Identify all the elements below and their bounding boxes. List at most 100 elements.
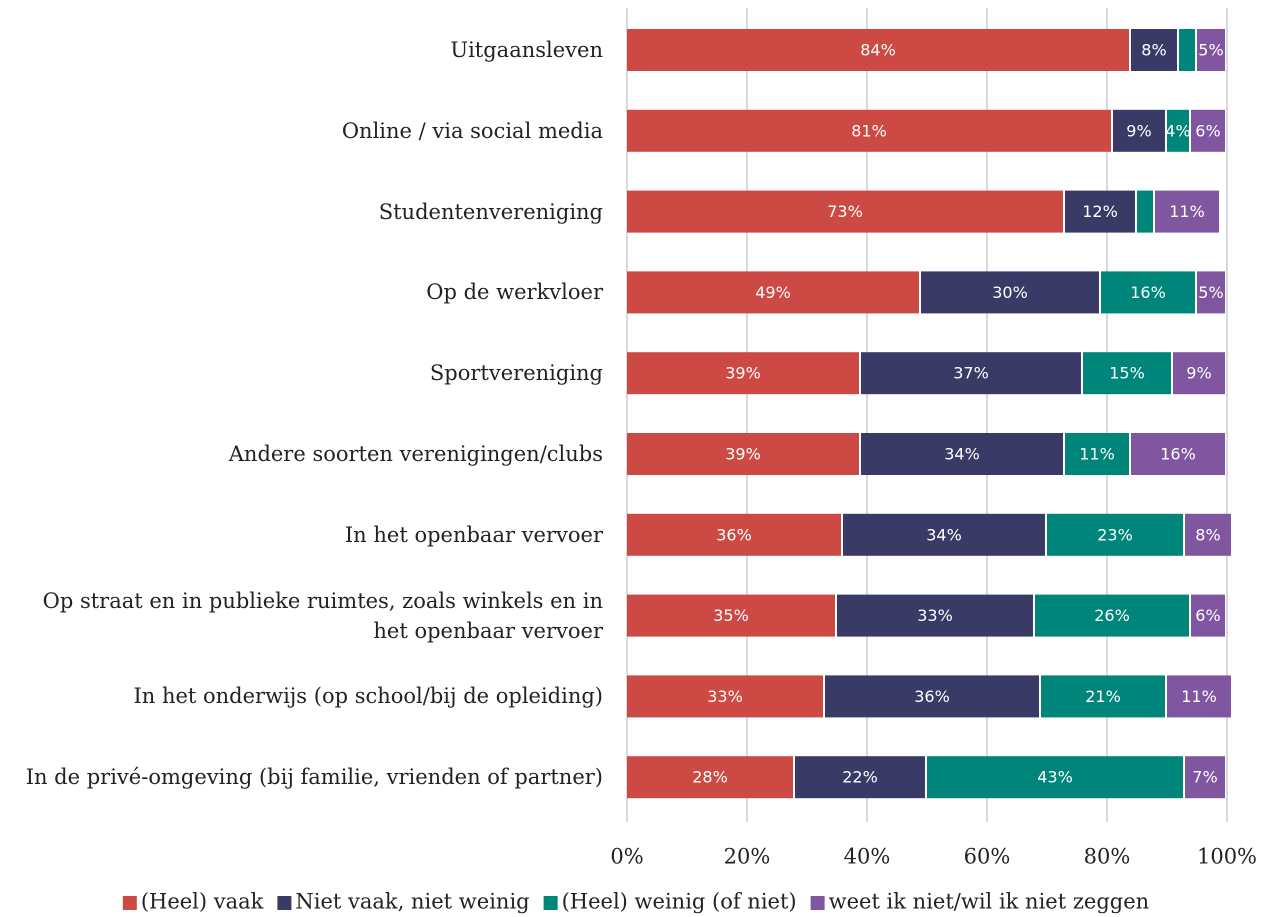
- data-label: 8%: [1195, 525, 1220, 544]
- category-label: Online / via social media: [341, 118, 603, 143]
- data-label: 11%: [1079, 445, 1115, 464]
- data-label: 37%: [953, 364, 989, 383]
- x-tick-label: 100%: [1197, 845, 1257, 869]
- data-label: 12%: [1082, 202, 1118, 221]
- data-label: 22%: [842, 768, 878, 787]
- category-label: Studentenvereniging: [378, 199, 603, 224]
- bar-segment: [627, 675, 823, 718]
- bar-segment: [1155, 190, 1219, 233]
- bar-segment: [1197, 29, 1225, 71]
- data-label: 5%: [1198, 283, 1223, 302]
- bar-segment: [927, 756, 1183, 799]
- bar-segment: [1113, 109, 1165, 152]
- legend-label: Niet vaak, niet weinig: [295, 890, 529, 914]
- bar-segment: [627, 594, 835, 637]
- bar-segment: [825, 675, 1039, 718]
- category-label: Andere soorten verenigingen/clubs: [228, 442, 603, 466]
- legend-label: (Heel) weinig (of niet): [562, 890, 797, 914]
- bar-segment: [627, 433, 859, 475]
- data-label: 84%: [860, 41, 896, 60]
- bar-segment: [627, 513, 841, 556]
- legend-label: (Heel) vaak: [141, 890, 264, 914]
- bar-segment: [1083, 352, 1171, 395]
- bar-segment: [843, 513, 1045, 556]
- category-label: Uitgaansleven: [450, 38, 603, 62]
- data-label: 34%: [926, 525, 962, 544]
- data-label: 39%: [725, 364, 761, 383]
- data-label: 49%: [755, 283, 791, 302]
- data-label: 4%: [1165, 121, 1190, 140]
- bar-segment: [1191, 594, 1225, 637]
- data-label: 28%: [692, 768, 728, 787]
- data-label: 39%: [725, 445, 761, 464]
- bar-segment: [1185, 513, 1231, 556]
- bar-segment: [1101, 271, 1195, 314]
- bar-segment: [1065, 190, 1135, 233]
- category-label: Op straat en in publieke ruimtes, zoals …: [42, 588, 603, 643]
- data-label: 26%: [1094, 606, 1130, 625]
- data-label: 15%: [1109, 364, 1145, 383]
- data-label: 11%: [1169, 202, 1205, 221]
- bar-segment: [627, 352, 859, 395]
- data-label: 8%: [1141, 41, 1166, 60]
- category-label: Op de werkvloer: [426, 280, 603, 305]
- bar-segment: [1179, 29, 1195, 71]
- bar-segment: [627, 271, 919, 314]
- x-tick-label: 60%: [964, 845, 1011, 869]
- data-label: 73%: [827, 202, 863, 221]
- bar-segment: [1173, 352, 1225, 395]
- data-label: 36%: [914, 687, 950, 706]
- bar-segment: [837, 594, 1033, 637]
- data-label: 34%: [944, 445, 980, 464]
- bar-segment: [1047, 513, 1183, 556]
- x-tick-label: 0%: [610, 845, 643, 869]
- data-label: 9%: [1186, 364, 1211, 383]
- legend-marker: [810, 896, 825, 910]
- bar-segment: [1185, 756, 1225, 799]
- bar-segment: [921, 271, 1099, 314]
- data-label: 43%: [1037, 768, 1073, 787]
- x-tick-label: 20%: [724, 845, 771, 869]
- legend: (Heel) vaak Niet vaak, niet weinig (Heel) …: [122, 890, 1150, 914]
- data-label: 7%: [1192, 768, 1217, 787]
- legend-marker: [122, 896, 137, 910]
- bar-segment: [1131, 29, 1177, 71]
- data-label: 33%: [917, 606, 953, 625]
- bar-segment: [627, 109, 1111, 152]
- category-label: Sportvereniging: [429, 361, 603, 386]
- bar-segment: [1065, 433, 1129, 475]
- bar-segment: [1197, 271, 1225, 314]
- category-label: In het openbaar vervoer: [344, 522, 603, 547]
- data-label: 35%: [713, 606, 749, 625]
- bar-segment: [1041, 675, 1165, 718]
- x-tick-label: 80%: [1084, 845, 1131, 869]
- bar-segment: [1137, 190, 1153, 233]
- data-label: 21%: [1085, 687, 1121, 706]
- bar-segment: [795, 756, 925, 799]
- data-label: 6%: [1195, 121, 1220, 140]
- x-tick-label: 40%: [844, 845, 891, 869]
- bar-segment: [1167, 675, 1231, 718]
- data-label: 16%: [1130, 283, 1166, 302]
- data-label: 81%: [851, 121, 887, 140]
- bar-segment: [861, 433, 1063, 475]
- category-label: In de privé-omgeving (bij familie, vrien…: [25, 765, 603, 790]
- bar-segment: [627, 756, 793, 799]
- data-label: 30%: [992, 283, 1028, 302]
- data-label: 23%: [1097, 525, 1133, 544]
- bar-segment: [1035, 594, 1189, 637]
- data-label: 33%: [707, 687, 743, 706]
- bar-segment: [861, 352, 1081, 395]
- legend-marker: [543, 896, 558, 910]
- category-label: In het onderwijs (op school/bij de oplei…: [133, 684, 603, 709]
- bar-segment: [1167, 109, 1189, 152]
- legend-label: weet ik niet/wil ik niet zeggen: [829, 890, 1150, 914]
- data-label: 11%: [1181, 687, 1217, 706]
- data-label: 6%: [1195, 606, 1220, 625]
- data-label: 36%: [716, 525, 752, 544]
- bar-segment: [1191, 109, 1225, 152]
- bar-segment: [1131, 433, 1225, 475]
- data-label: 9%: [1126, 121, 1151, 140]
